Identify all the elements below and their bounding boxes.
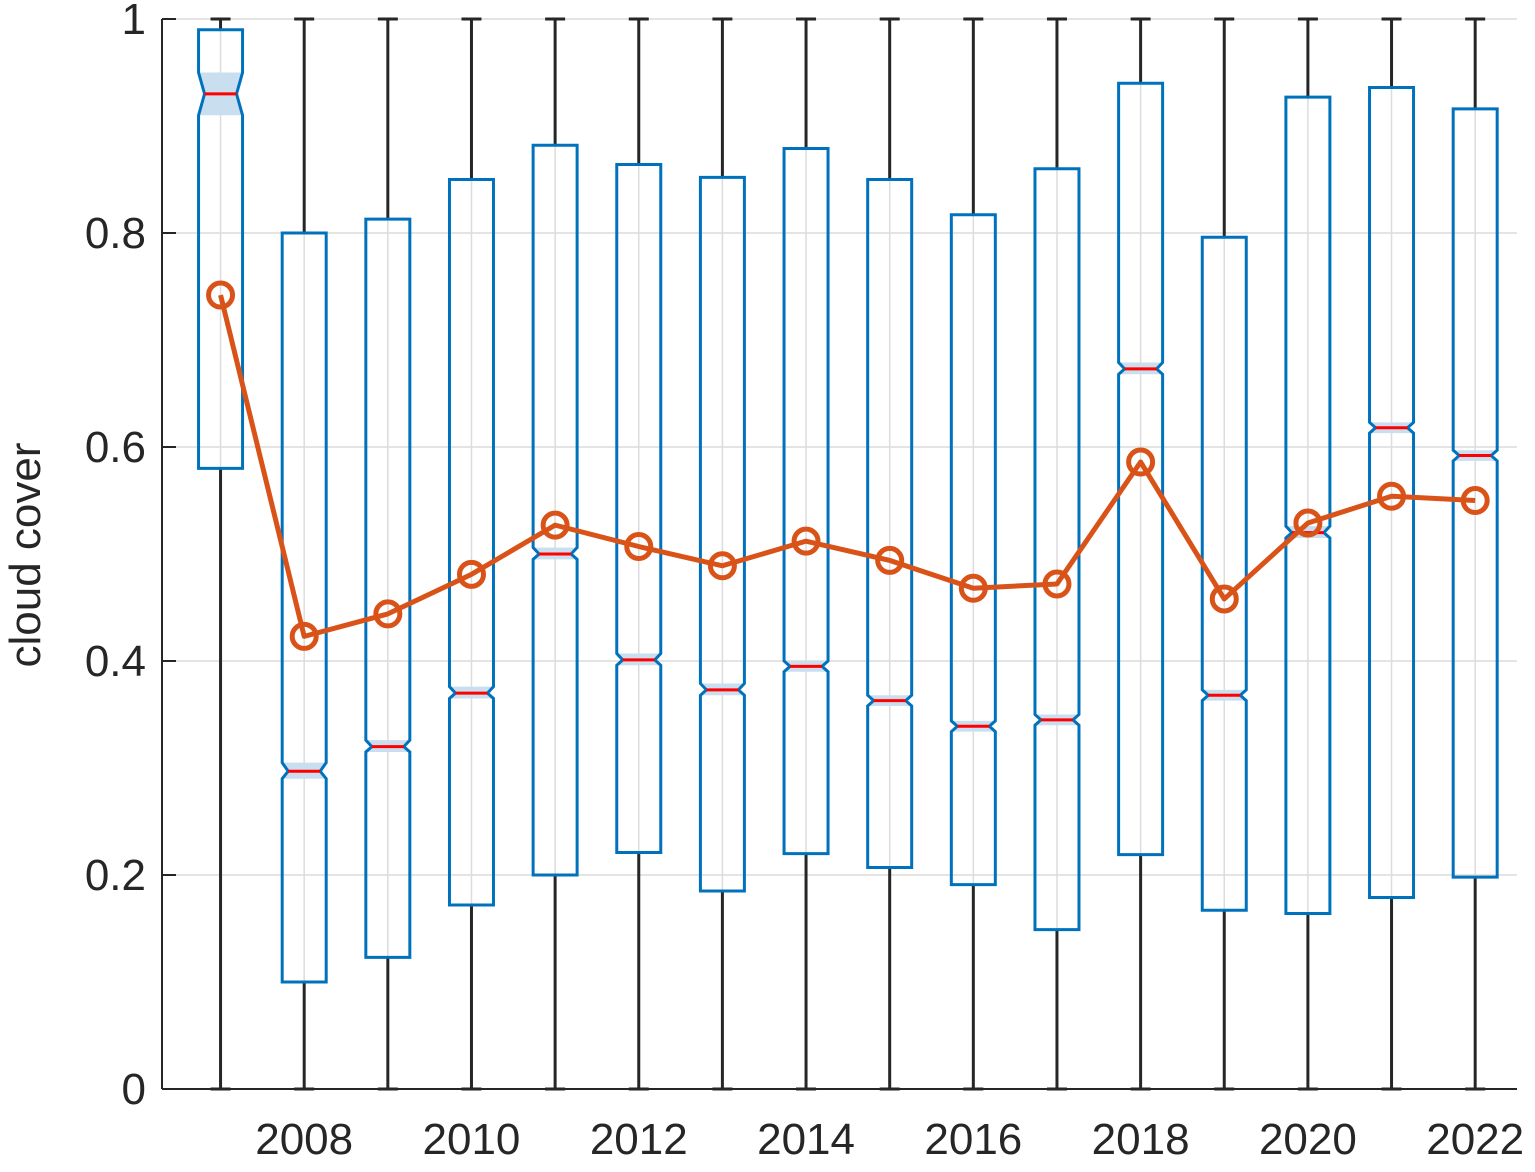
mean-point <box>707 551 737 581</box>
box-2016 <box>949 17 997 1091</box>
mean-point <box>1460 486 1490 515</box>
x-tick-label: 2010 <box>423 1115 521 1164</box>
box-outline <box>197 28 245 470</box>
mean-point <box>1377 481 1407 511</box>
box-outline <box>949 213 997 887</box>
mean-line-layer <box>206 280 1490 651</box>
x-tick-label: 2014 <box>757 1115 855 1164</box>
x-tick-label: 2016 <box>924 1115 1022 1164</box>
box-2022 <box>1451 17 1499 1091</box>
y-tick-label: 0.2 <box>85 851 146 900</box>
box-outline <box>1200 235 1248 912</box>
box-outline <box>698 175 746 893</box>
box-2010 <box>447 17 495 1091</box>
mean-point <box>1126 447 1156 477</box>
box-outline <box>1117 81 1165 857</box>
mean-point <box>1293 508 1323 538</box>
mean-line <box>218 294 1476 639</box>
mean-point <box>958 573 988 603</box>
mean-point <box>206 280 236 310</box>
box-2008 <box>280 17 328 1091</box>
x-tick-label: 2018 <box>1092 1115 1190 1164</box>
box-2021 <box>1368 17 1416 1091</box>
mean-point <box>1042 569 1072 599</box>
box-outline <box>280 231 328 984</box>
mean-point <box>289 621 319 651</box>
box-outline <box>866 178 914 870</box>
box-2009 <box>364 17 412 1091</box>
mean-point <box>791 526 821 556</box>
box-2017 <box>1033 17 1081 1091</box>
box-outline <box>364 217 412 959</box>
mean-point <box>540 510 570 540</box>
y-axis-label: cloud cover <box>1 442 50 667</box>
box-outline <box>615 163 663 855</box>
box-outline <box>1368 85 1416 899</box>
box-2013 <box>698 17 746 1091</box>
box-outline <box>1033 167 1081 932</box>
box-2012 <box>615 17 663 1091</box>
x-tick-label: 2020 <box>1259 1115 1357 1164</box>
mean-point <box>456 559 486 589</box>
mean-point <box>875 545 905 575</box>
mean-point <box>624 532 654 562</box>
y-tick-label: 1 <box>122 0 146 44</box>
box-outline <box>1284 95 1332 916</box>
mean-point <box>373 599 403 629</box>
y-tick-label: 0.6 <box>85 423 146 472</box>
box-2007 <box>197 17 245 1091</box>
box-2015 <box>866 17 914 1091</box>
y-tick-label: 0.4 <box>85 637 146 686</box>
box-2014 <box>782 17 830 1091</box>
box-outline <box>447 178 495 907</box>
box-layer <box>197 17 1499 1091</box>
x-tick-label: 2022 <box>1426 1115 1524 1164</box>
tick-label-layer: 0 0.2 0.4 0.6 0.8 1 2008 2010 2012 2014 2016 2018 20… <box>85 0 1524 1164</box>
box-2018 <box>1117 17 1165 1091</box>
y-tick-label: 0 <box>122 1065 146 1114</box>
x-tick-label: 2012 <box>590 1115 688 1164</box>
mean-point <box>1209 584 1239 614</box>
box-outline <box>782 146 830 856</box>
box-2011 <box>531 17 579 1091</box>
x-tick-label: 2008 <box>255 1115 353 1164</box>
box-outline <box>531 143 579 877</box>
box-2019 <box>1200 17 1248 1091</box>
y-tick-label: 0.8 <box>85 209 146 258</box>
box-outline <box>1451 107 1499 879</box>
